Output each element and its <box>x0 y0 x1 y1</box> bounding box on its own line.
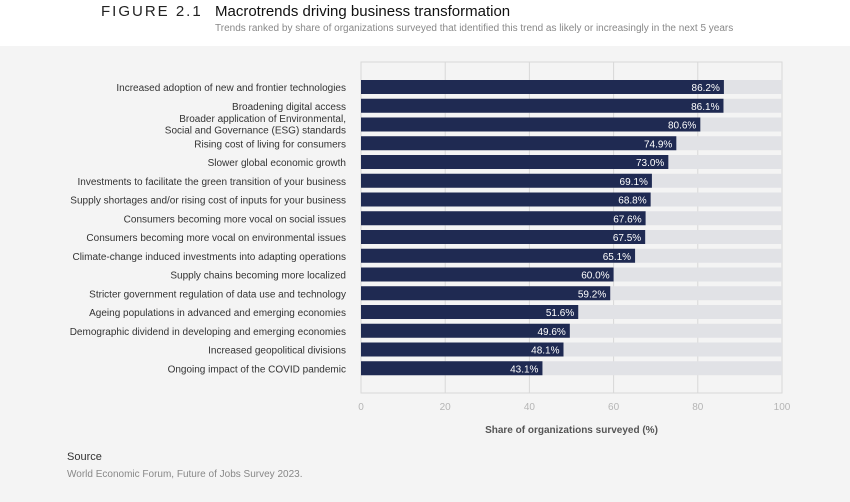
x-tick-label: 60 <box>608 402 620 413</box>
header: FIGURE 2.1 Macrotrends driving business … <box>0 0 850 46</box>
data-label: 86.2% <box>692 83 720 94</box>
bar <box>361 155 669 169</box>
data-label: 60.0% <box>581 271 609 282</box>
category-label: Increased adoption of new and frontier t… <box>116 83 346 94</box>
category-label: Ageing populations in advanced and emerg… <box>89 308 346 319</box>
category-label: Increased geopolitical divisions <box>208 346 346 357</box>
category-label: Rising cost of living for consumers <box>194 139 346 150</box>
data-label: 65.1% <box>603 252 631 263</box>
bar <box>361 342 564 357</box>
data-label: 74.9% <box>644 139 672 150</box>
data-label: 59.2% <box>578 289 606 300</box>
category-label: Investments to facilitate the green tran… <box>78 177 346 188</box>
category-label: Climate-change induced investments into … <box>72 252 346 263</box>
x-axis-label: Share of organizations surveyed (%) <box>485 425 658 436</box>
bar <box>361 80 724 94</box>
data-label: 67.6% <box>613 214 641 225</box>
chart-title: Macrotrends driving business transformat… <box>215 3 511 20</box>
category-label: Ongoing impact of the COVID pandemic <box>168 364 346 375</box>
data-label: 80.6% <box>668 121 696 132</box>
x-tick-label: 80 <box>692 402 704 413</box>
bar <box>361 230 646 244</box>
x-tick-label: 0 <box>358 402 364 413</box>
data-label: 73.0% <box>636 158 664 169</box>
data-label: 51.6% <box>546 308 574 319</box>
bar <box>361 136 677 151</box>
category-label: Broader application of Environmental, Soc… <box>165 114 346 137</box>
bar <box>361 211 646 226</box>
category-label: Broadening digital access <box>232 102 346 113</box>
data-label: 43.1% <box>510 364 538 375</box>
category-label: Supply shortages and/or rising cost of i… <box>70 196 346 207</box>
bar <box>361 117 701 132</box>
category-label: Consumers becoming more vocal on environ… <box>86 233 346 244</box>
data-label: 67.5% <box>613 233 641 244</box>
bar <box>361 286 611 301</box>
bar <box>361 98 724 113</box>
bar <box>361 173 652 188</box>
category-label: Demographic dividend in developing and e… <box>70 327 346 338</box>
bar <box>361 305 579 319</box>
bar <box>361 248 636 263</box>
chart-subtitle: Trends ranked by share of organizations … <box>215 23 734 34</box>
figure-label: FIGURE 2.1 <box>101 3 203 20</box>
x-tick-label: 20 <box>440 402 452 413</box>
category-label: Stricter government regulation of data u… <box>89 289 346 300</box>
category-label: Supply chains becoming more localized <box>170 271 346 282</box>
category-label: Consumers becoming more vocal on social … <box>124 214 346 225</box>
x-tick-label: 100 <box>774 402 791 413</box>
category-label: Slower global economic growth <box>208 158 346 169</box>
data-label: 48.1% <box>531 346 559 357</box>
data-label: 68.8% <box>618 196 646 207</box>
bar <box>361 361 543 376</box>
source-text: World Economic Forum, Future of Jobs Sur… <box>67 469 303 480</box>
bar <box>361 267 614 282</box>
source-heading: Source <box>67 451 102 463</box>
data-label: 69.1% <box>620 177 648 188</box>
x-tick-label: 40 <box>524 402 536 413</box>
bar <box>361 192 651 207</box>
data-label: 86.1% <box>691 102 719 113</box>
data-label: 49.6% <box>537 327 565 338</box>
bar <box>361 323 570 338</box>
